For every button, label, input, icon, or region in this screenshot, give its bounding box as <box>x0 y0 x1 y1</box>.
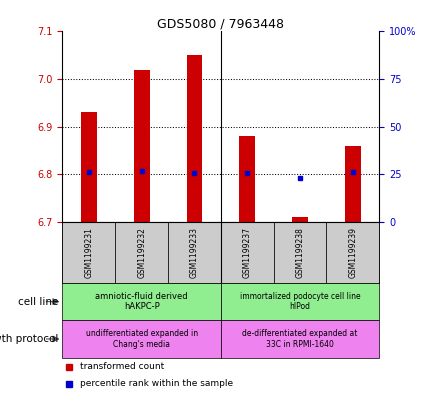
Bar <box>168 222 220 283</box>
Text: growth protocol: growth protocol <box>0 334 58 344</box>
Bar <box>186 55 202 222</box>
Bar <box>239 136 255 222</box>
Bar <box>220 320 378 358</box>
Text: GSM1199232: GSM1199232 <box>137 227 146 278</box>
Text: GSM1199239: GSM1199239 <box>347 227 356 278</box>
Bar <box>81 112 97 222</box>
Bar <box>273 222 326 283</box>
Text: amniotic-fluid derived
hAKPC-P: amniotic-fluid derived hAKPC-P <box>95 292 187 311</box>
Bar <box>220 283 378 320</box>
Text: GSM1199237: GSM1199237 <box>242 227 251 278</box>
Bar <box>62 283 221 320</box>
Text: cell line: cell line <box>18 297 58 307</box>
Text: immortalized podocyte cell line
hIPod: immortalized podocyte cell line hIPod <box>239 292 359 311</box>
Text: de-differentiated expanded at
33C in RPMI-1640: de-differentiated expanded at 33C in RPM… <box>242 329 357 349</box>
Text: undifferentiated expanded in
Chang's media: undifferentiated expanded in Chang's med… <box>86 329 197 349</box>
Bar <box>326 222 378 283</box>
Text: GSM1199238: GSM1199238 <box>295 227 304 278</box>
Title: GDS5080 / 7963448: GDS5080 / 7963448 <box>157 17 284 30</box>
Bar <box>344 146 360 222</box>
Text: percentile rank within the sample: percentile rank within the sample <box>80 379 232 388</box>
Text: transformed count: transformed count <box>80 362 163 371</box>
Text: GSM1199233: GSM1199233 <box>190 227 199 278</box>
Bar <box>220 222 273 283</box>
Bar <box>133 70 149 222</box>
Bar <box>292 217 307 222</box>
Bar <box>62 222 115 283</box>
Bar <box>62 320 221 358</box>
Bar <box>115 222 168 283</box>
Text: GSM1199231: GSM1199231 <box>84 227 93 278</box>
